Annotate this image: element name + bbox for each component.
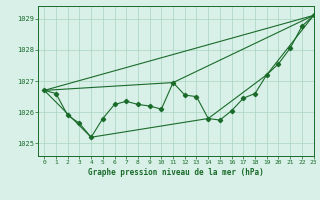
X-axis label: Graphe pression niveau de la mer (hPa): Graphe pression niveau de la mer (hPa) — [88, 168, 264, 177]
